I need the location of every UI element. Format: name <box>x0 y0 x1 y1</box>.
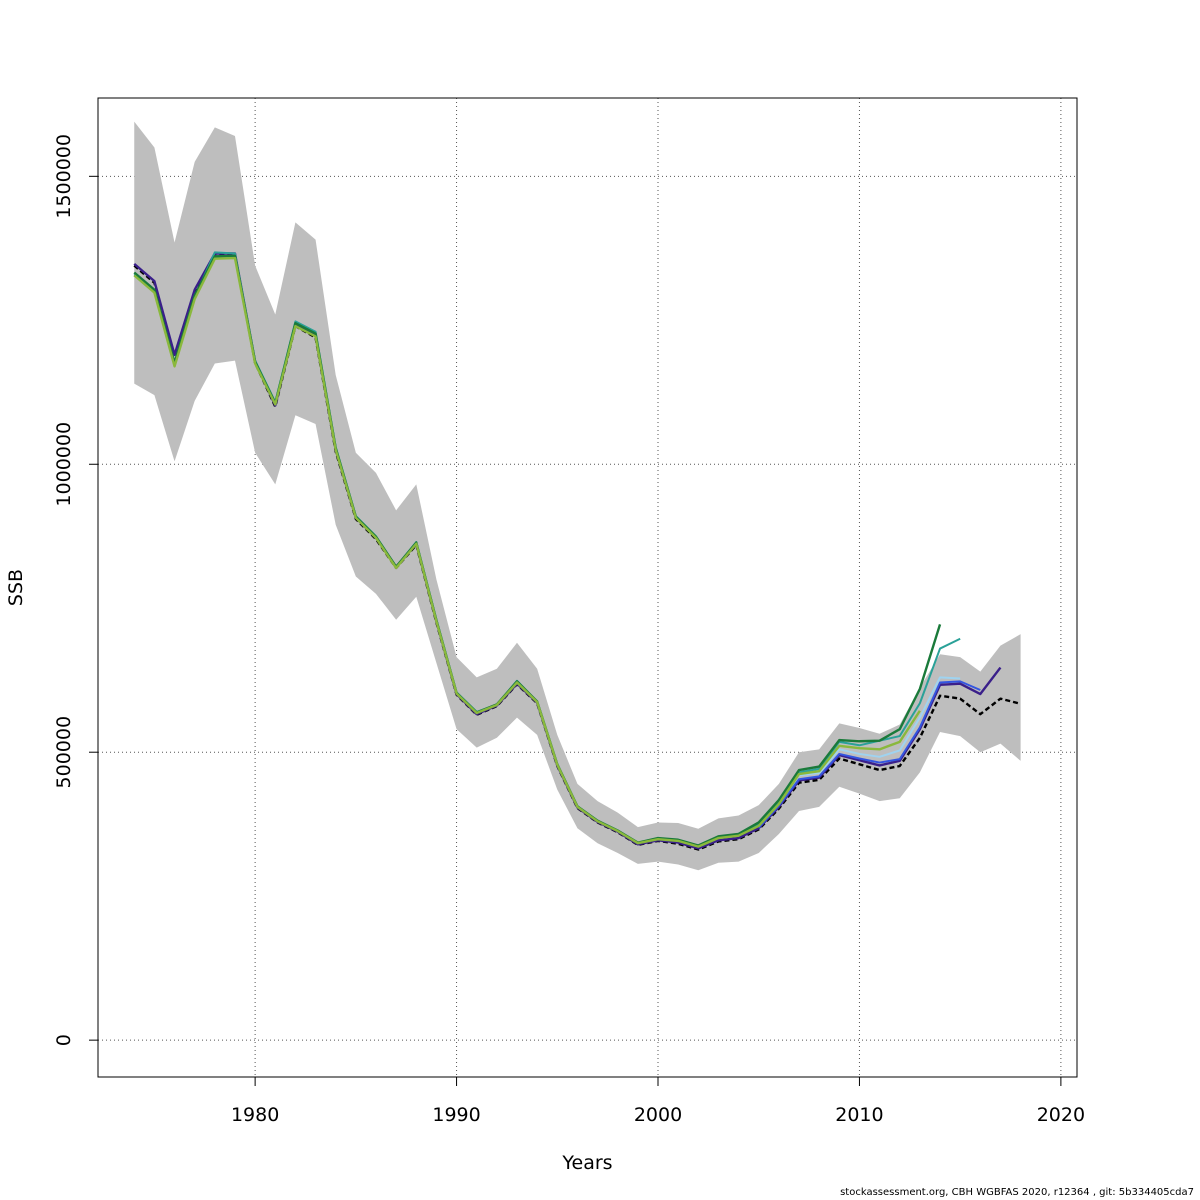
x-axis: 1980 1990 2000 2010 2020 <box>231 1076 1085 1126</box>
y-axis: 0 500000 1000000 1500000 <box>53 134 99 1046</box>
x-tick-label: 1990 <box>432 1104 480 1126</box>
series-line-4 <box>778 676 961 805</box>
y-axis-title: SSB <box>5 569 27 606</box>
x-tick-label: 2020 <box>1037 1104 1085 1126</box>
series-layer <box>133 251 1021 851</box>
confidence-band <box>134 121 1021 871</box>
x-axis-title: Years <box>561 1152 612 1174</box>
y-tick-label: 1000000 <box>53 422 75 507</box>
series-line-7 <box>133 256 921 848</box>
x-tick-label: 1980 <box>231 1104 279 1126</box>
x-tick-label: 2000 <box>634 1104 682 1126</box>
series-line-3 <box>757 680 981 829</box>
y-tick-label: 500000 <box>53 716 75 789</box>
footer-credit: stockassessment.org, CBH WGBFAS 2020, r1… <box>840 1187 1194 1198</box>
y-tick-label: 0 <box>53 1034 75 1046</box>
confidence-band-layer <box>134 121 1021 871</box>
y-tick-label: 1500000 <box>53 134 75 219</box>
x-tick-label: 2010 <box>835 1104 883 1126</box>
